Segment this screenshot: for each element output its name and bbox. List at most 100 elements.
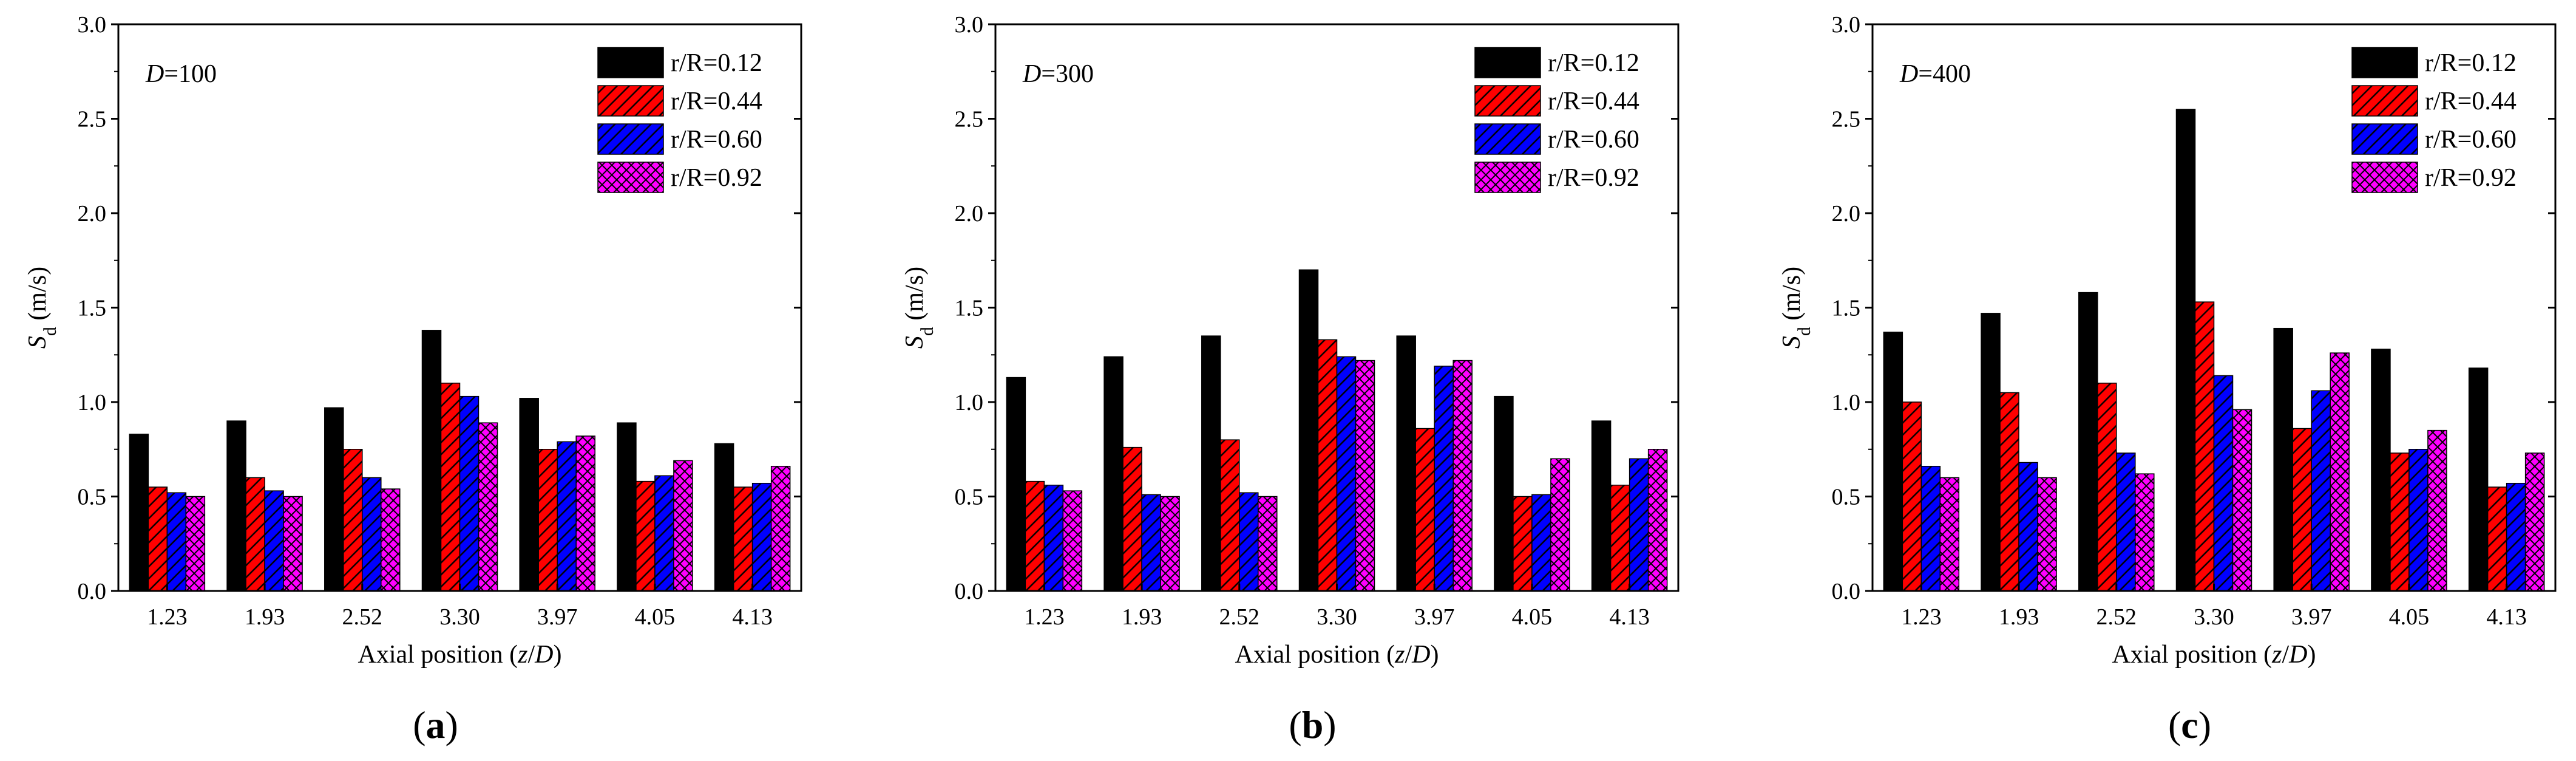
- x-label-var1: z: [1394, 641, 1405, 669]
- x-tick-label: 1.93: [1122, 604, 1162, 630]
- bar-a-s3-c0: [185, 496, 206, 592]
- x-label-prefix: Axial position (: [2112, 641, 2272, 669]
- bar-b-s0-c6: [1591, 420, 1612, 592]
- legend-label-0: r/R=0.12: [671, 49, 762, 77]
- y-label-var: S: [1778, 336, 1806, 349]
- bar-c-s1-c5: [2390, 452, 2410, 592]
- bar-a-s1-c6: [733, 486, 753, 592]
- caption-letter: c: [2181, 703, 2198, 746]
- y-label-unit: (m/s): [1778, 267, 1806, 327]
- annotation-value: =400: [1918, 60, 1971, 88]
- bar-a-s2-c2: [362, 477, 382, 592]
- bar-c-s3-c1: [2037, 477, 2057, 592]
- bar-c-s2-c5: [2408, 449, 2429, 592]
- x-tick-label: 3.97: [537, 604, 578, 630]
- bar-c-s0-c0: [1883, 332, 1903, 592]
- bar-c-s2-c2: [2116, 452, 2136, 592]
- legend-label-2: r/R=0.60: [1548, 126, 1639, 154]
- bar-b-s3-c3: [1355, 360, 1375, 592]
- legend-label-1: r/R=0.44: [671, 87, 762, 115]
- y-tick-label: 1.0: [1832, 390, 1861, 415]
- bar-a-s0-c2: [324, 407, 344, 592]
- x-label-suffix: ): [1431, 641, 1439, 669]
- bar-a-s1-c0: [147, 486, 168, 592]
- bar-a-s0-c3: [421, 330, 442, 592]
- bar-c-s1-c0: [1902, 401, 1922, 592]
- x-tick-label: 1.93: [245, 604, 285, 630]
- y-tick-label: 1.5: [1832, 296, 1861, 321]
- bar-c-s3-c6: [2524, 452, 2545, 592]
- bar-b-s1-c1: [1122, 446, 1142, 592]
- x-tick-label: 1.23: [1901, 604, 1942, 630]
- bar-c-s3-c5: [2427, 429, 2447, 592]
- legend-swatch-3: [1474, 162, 1541, 193]
- x-tick-label: 2.52: [2096, 604, 2137, 630]
- bar-a-s0-c1: [226, 420, 246, 592]
- plot-frame: [994, 23, 1679, 592]
- x-label-slash: /: [1405, 641, 1412, 669]
- bar-b-s3-c0: [1062, 490, 1083, 592]
- annotation-var: D: [1022, 60, 1041, 88]
- x-tick-label: 4.05: [2389, 604, 2430, 630]
- bar-a-s3-c1: [283, 496, 303, 592]
- y-tick-label: 0.5: [955, 485, 984, 510]
- y-tick-label: 0.0: [955, 579, 984, 604]
- panel-caption: (c): [2168, 703, 2211, 746]
- bar-c-s0-c1: [1981, 313, 2001, 592]
- y-tick-label: 2.5: [1832, 107, 1861, 132]
- bar-a-s1-c4: [538, 449, 558, 592]
- x-tick-label: 1.23: [1024, 604, 1065, 630]
- caption-letter: a: [426, 703, 446, 746]
- bar-c-s1-c6: [2487, 486, 2507, 592]
- x-label-var2: D: [534, 641, 553, 669]
- bar-a-s2-c0: [166, 492, 187, 592]
- chart-panel-a: 0.0 0.5 1.0 1.5 2.0 2.5 3.0 1.23 1.93 2.52 3.30 3.9…: [24, 12, 802, 746]
- legend-swatch-0: [2351, 47, 2418, 78]
- bar-c-s1-c2: [2097, 383, 2117, 592]
- bar-b-s1-c5: [1513, 496, 1533, 592]
- x-tick-label: 4.13: [732, 604, 773, 630]
- y-tick-label: 2.0: [78, 201, 107, 227]
- bar-c-s3-c0: [1939, 477, 1960, 592]
- bar-c-s2-c6: [2506, 482, 2526, 592]
- caption-letter: b: [1302, 703, 1324, 746]
- y-label-sub: d: [1794, 327, 1814, 336]
- x-label-var1: z: [517, 641, 527, 669]
- legend-label-3: r/R=0.92: [2425, 164, 2517, 192]
- annotation-var: D: [1899, 60, 1918, 88]
- bar-b-s2-c4: [1434, 366, 1454, 592]
- y-tick-label: 3.0: [1832, 12, 1861, 38]
- y-tick-label: 2.5: [955, 107, 984, 132]
- bar-a-s0-c4: [519, 398, 539, 592]
- y-tick-label: 1.0: [78, 390, 107, 415]
- legend-label-1: r/R=0.44: [1548, 87, 1639, 115]
- x-tick-label: 3.30: [2194, 604, 2234, 630]
- bar-a-s2-c6: [751, 482, 772, 592]
- bar-a-s1-c1: [245, 477, 265, 592]
- y-tick-label: 2.0: [955, 201, 984, 227]
- bar-a-s2-c3: [459, 395, 480, 592]
- y-label-var: S: [901, 336, 929, 349]
- bar-b-s2-c6: [1629, 458, 1649, 592]
- bar-b-s2-c2: [1239, 492, 1259, 592]
- y-tick-label: 2.5: [78, 107, 107, 132]
- bar-c-s2-c1: [2018, 462, 2038, 592]
- caption-open: (: [2168, 703, 2181, 746]
- legend-swatch-1: [597, 85, 664, 117]
- bar-b-s3-c5: [1550, 458, 1570, 592]
- bar-a-s3-c2: [381, 488, 401, 592]
- bar-a-s0-c5: [617, 422, 637, 592]
- x-tick-label: 1.93: [1999, 604, 2039, 630]
- annotation-value: =100: [164, 60, 217, 88]
- y-tick-label: 1.5: [78, 296, 107, 321]
- legend-swatch-0: [1474, 47, 1541, 78]
- y-tick-label: 0.5: [78, 485, 107, 510]
- bar-b-s0-c1: [1103, 356, 1124, 592]
- y-axis-label: Sd (m/s): [901, 267, 937, 349]
- x-tick-label: 3.97: [1414, 604, 1455, 630]
- bar-b-s3-c6: [1647, 449, 1668, 592]
- x-tick-label: 4.13: [2486, 604, 2527, 630]
- y-label-unit: (m/s): [901, 267, 929, 327]
- bar-b-s0-c4: [1396, 335, 1416, 592]
